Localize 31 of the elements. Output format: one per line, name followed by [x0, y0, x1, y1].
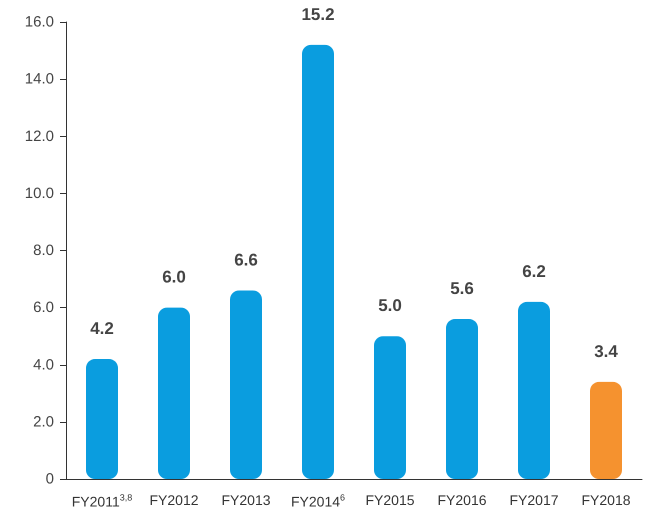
x-tick-label: FY2018: [581, 492, 631, 508]
x-tick-label: FY2015: [365, 492, 415, 508]
data-label: 15.2: [301, 4, 335, 24]
data-label: 6.2: [522, 262, 546, 281]
y-tick-label: 14.0: [24, 70, 54, 88]
data-label: 3.4: [594, 342, 618, 361]
y-tick-label: 0: [46, 470, 54, 488]
data-label: 6.6: [234, 250, 258, 270]
bar: [86, 359, 118, 479]
x-tick-label: FY2013: [221, 492, 271, 508]
bar: [230, 290, 262, 479]
bar: [158, 308, 190, 479]
y-tick-label: 12.0: [24, 128, 54, 145]
data-label: 5.6: [450, 279, 474, 298]
y-tick-label: 4.0: [33, 356, 54, 374]
y-tick-label: 10.0: [24, 184, 54, 202]
bar: [518, 302, 550, 479]
y-tick-label: 16.0: [24, 14, 54, 30]
data-label: 5.0: [378, 296, 402, 316]
bar: [374, 336, 406, 479]
y-tick-label: 6.0: [33, 299, 54, 316]
data-label: 4.2: [90, 319, 114, 338]
bar: [590, 382, 622, 479]
bar: [302, 44, 334, 479]
data-label: 6.0: [162, 268, 186, 287]
y-tick-label: 8.0: [33, 242, 54, 259]
x-tick-label: FY2012: [149, 492, 199, 508]
x-tick-label: FY2017: [509, 492, 559, 508]
bar: [446, 319, 478, 479]
y-tick-label: 2.0: [33, 413, 54, 430]
x-tick-label: FY2016: [437, 492, 487, 508]
